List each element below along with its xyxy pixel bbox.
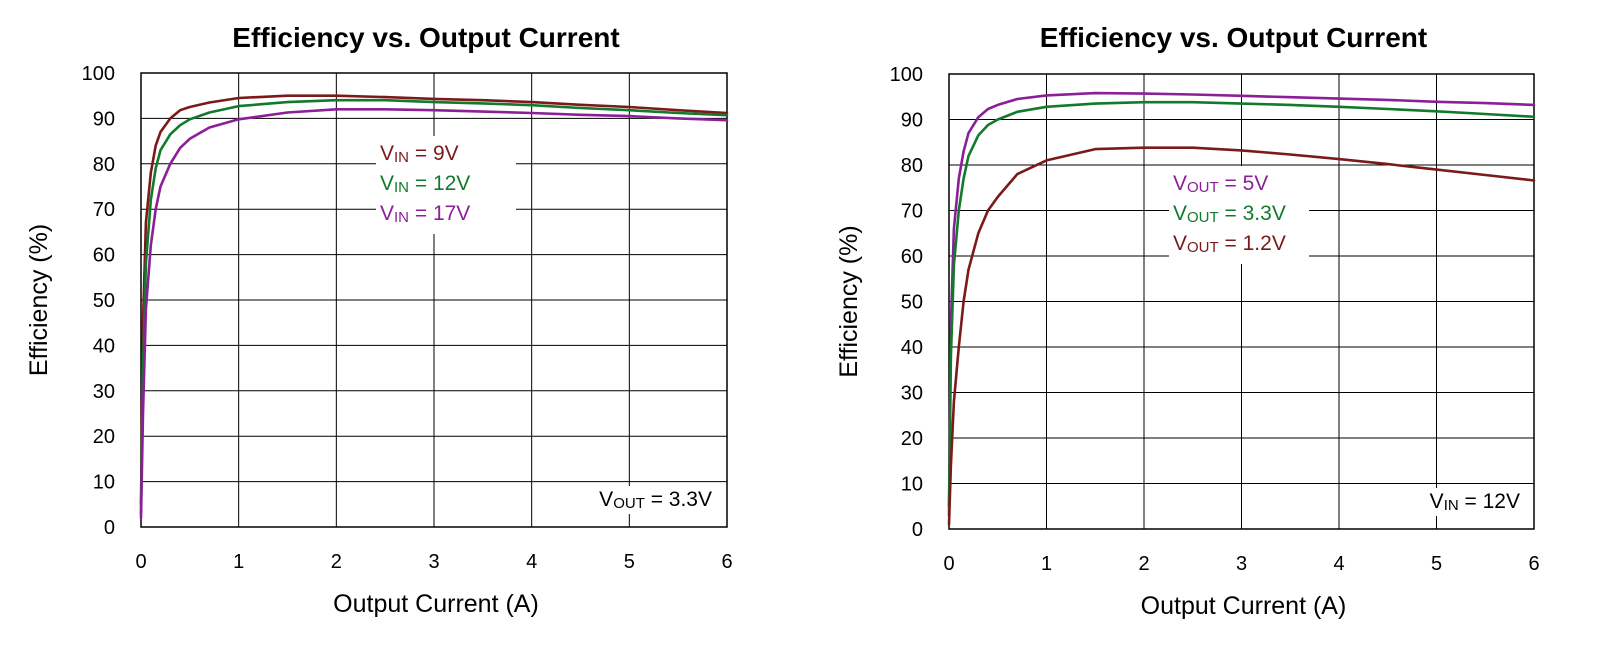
legend-entry: VOUT = 3.3V: [1173, 202, 1286, 226]
plot-frame: [948, 73, 1535, 530]
y-tick-label: 30: [901, 383, 923, 405]
y-tick-label: 0: [104, 517, 115, 539]
x-tick-label: 5: [1431, 553, 1442, 575]
y-tick-label: 60: [901, 246, 923, 268]
y-tick-label: 60: [93, 245, 115, 267]
x-axis-label: Output Current (A): [333, 590, 539, 618]
y-tick-label: 80: [93, 154, 115, 176]
chart-title: Efficiency vs. Output Current: [1040, 22, 1427, 53]
y-tick-label: 50: [93, 290, 115, 312]
series-line: [139, 108, 729, 520]
y-tick-label: 40: [93, 335, 115, 357]
legend-entry: VIN = 12V: [380, 172, 470, 196]
plot-frame: [140, 72, 728, 528]
y-tick-label: 40: [901, 337, 923, 359]
chart-title: Efficiency vs. Output Current: [232, 22, 619, 53]
y-tick-label: 90: [901, 110, 923, 132]
y-tick-label: 20: [901, 428, 923, 450]
y-tick-label: 100: [82, 63, 115, 85]
x-tick-label: 0: [135, 551, 146, 573]
legend-entry: VOUT = 5V: [1173, 172, 1268, 196]
y-tick-label: 70: [93, 199, 115, 221]
series-line: [139, 98, 729, 515]
x-axis-label: Output Current (A): [1141, 592, 1347, 620]
y-tick-label: 90: [93, 108, 115, 130]
x-tick-label: 6: [721, 551, 732, 573]
y-tick-label: 0: [912, 519, 923, 541]
condition-note-background: [1423, 488, 1524, 516]
y-axis-label: Efficiency (%): [835, 225, 863, 377]
x-tick-label: 4: [1333, 553, 1344, 575]
y-tick-label: 20: [93, 426, 115, 448]
efficiency-chart-vin-12v: Efficiency vs. Output Current 0 1 2 3 4 5 6 0 10 2…: [810, 0, 1611, 650]
x-tick-label: 0: [943, 553, 954, 575]
series-line: [139, 94, 729, 506]
legend-entry: VIN = 17V: [380, 202, 470, 226]
x-tick-label: 2: [331, 551, 342, 573]
legend-entry: VIN = 9V: [380, 142, 459, 166]
series-line: [947, 100, 1536, 517]
series-line: [947, 91, 1536, 508]
x-tick-label: 3: [428, 551, 439, 573]
y-tick-label: 70: [901, 201, 923, 223]
y-tick-label: 100: [890, 64, 923, 86]
condition-note: VOUT = 3.3V: [599, 488, 712, 512]
x-tick-label: 3: [1236, 553, 1247, 575]
efficiency-chart-vout-3v3: Efficiency vs. Output Current 0 1 2 3 4 5 6 0 10 2…: [0, 0, 790, 650]
y-tick-label: 10: [93, 472, 115, 494]
grid: [948, 73, 1535, 530]
legend-background: [1169, 166, 1309, 264]
y-tick-label: 50: [901, 292, 923, 314]
x-tick-label: 5: [624, 551, 635, 573]
x-tick-label: 4: [526, 551, 537, 573]
x-tick-label: 1: [233, 551, 244, 573]
legend-entry: VOUT = 1.2V: [1173, 232, 1286, 256]
condition-note: VIN = 12V: [1430, 490, 1520, 514]
legend-background: [376, 136, 516, 234]
condition-note-background: [593, 486, 716, 514]
x-tick-label: 6: [1528, 553, 1539, 575]
y-axis-label: Efficiency (%): [25, 224, 53, 376]
x-tick-label: 2: [1138, 553, 1149, 575]
y-tick-label: 30: [93, 381, 115, 403]
y-tick-label: 10: [901, 474, 923, 496]
series-line: [947, 146, 1536, 526]
x-tick-label: 1: [1041, 553, 1052, 575]
y-tick-label: 80: [901, 155, 923, 177]
